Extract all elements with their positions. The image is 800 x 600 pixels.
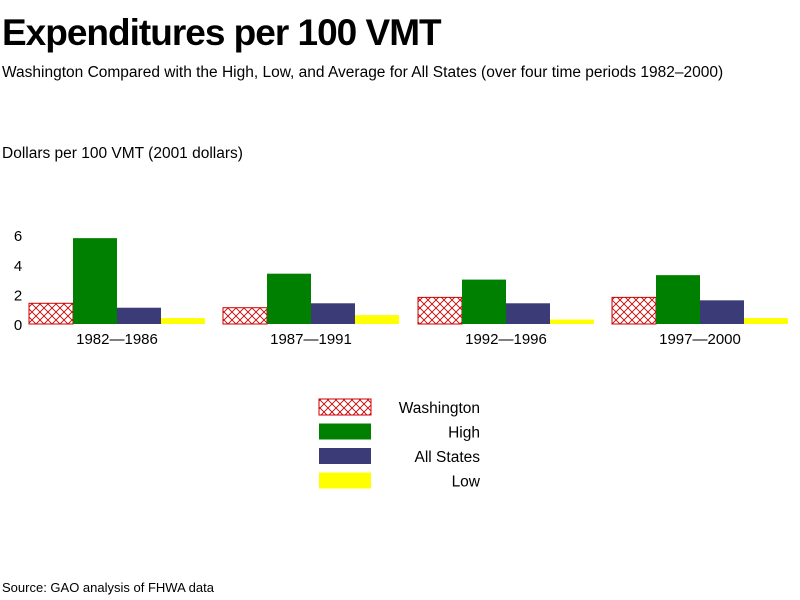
legend-label: Low (452, 474, 481, 491)
bar-high (462, 279, 506, 324)
bar-washington (611, 296, 657, 325)
source-note: Source: GAO analysis of FHWA data (2, 580, 214, 595)
bar-low (744, 318, 788, 324)
legend-label: Washington (399, 400, 480, 417)
legend-swatch (319, 472, 371, 489)
category-label: 1987—1991 (270, 331, 352, 348)
bar-high (656, 275, 700, 324)
bar-high (73, 238, 117, 324)
bar-all-states (311, 303, 355, 324)
bars (28, 238, 788, 325)
legend-label: All States (415, 449, 481, 466)
y-tick-label: 2 (14, 287, 22, 304)
y-tick-label: 6 (14, 228, 22, 245)
bar-washington (417, 296, 463, 325)
chart-subtitle: Washington Compared with the High, Low, … (2, 64, 724, 81)
y-axis-label: Dollars per 100 VMT (2001 dollars) (2, 145, 243, 162)
y-axis-ticks: 0 2 4 6 (14, 228, 22, 334)
bar-all-states (117, 307, 161, 324)
bar-low (550, 319, 594, 324)
bar-high (267, 273, 311, 324)
chart-title: Expenditures per 100 VMT (2, 12, 442, 53)
bar-washington (222, 307, 268, 325)
x-axis-categories: 1982—1986 1987—1991 1992—1996 1997—2000 (76, 331, 741, 348)
bar-all-states (506, 303, 550, 324)
bar-low (355, 315, 399, 324)
y-tick-label: 0 (14, 317, 22, 334)
category-label: 1997—2000 (659, 331, 741, 348)
legend-label: High (448, 425, 480, 442)
category-label: 1992—1996 (465, 331, 547, 348)
bar-low (161, 318, 205, 324)
category-label: 1982—1986 (76, 331, 158, 348)
y-tick-label: 4 (14, 258, 22, 275)
legend: Washington High All States Low (318, 398, 481, 491)
legend-swatch (318, 398, 372, 416)
bar-washington (28, 302, 74, 325)
legend-swatch (319, 423, 371, 440)
bar-all-states (700, 300, 744, 324)
legend-swatch (319, 448, 371, 464)
